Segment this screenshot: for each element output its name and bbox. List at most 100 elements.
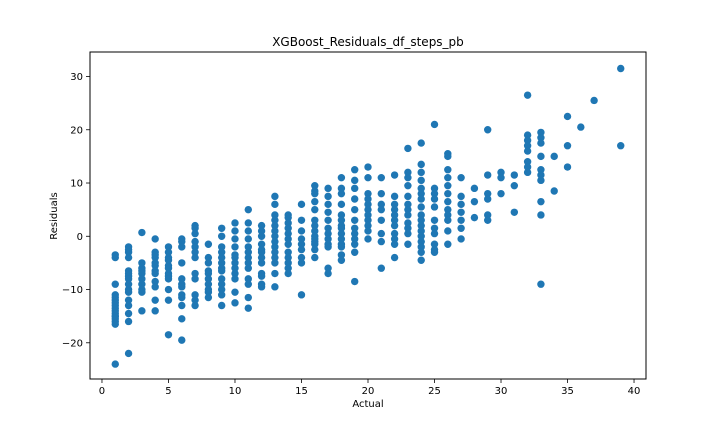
- data-point: [311, 181, 319, 190]
- data-point: [111, 251, 119, 259]
- data-point: [164, 296, 173, 304]
- data-point: [191, 291, 199, 299]
- data-point: [550, 152, 558, 161]
- data-point: [231, 219, 239, 227]
- data-point: [563, 112, 572, 121]
- data-point: [151, 269, 159, 278]
- x-tick-label: 10: [229, 386, 242, 397]
- data-point: [417, 256, 425, 264]
- data-point: [390, 192, 399, 201]
- data-point: [430, 184, 439, 193]
- data-point: [297, 253, 306, 262]
- data-point: [351, 184, 359, 193]
- data-point: [111, 280, 119, 288]
- data-point: [191, 301, 199, 310]
- data-point: [537, 152, 545, 161]
- data-point: [311, 240, 319, 248]
- data-point: [497, 189, 505, 198]
- data-point: [217, 248, 226, 256]
- x-tick-label: 20: [362, 386, 375, 397]
- data-point: [231, 299, 239, 307]
- data-point: [417, 203, 425, 211]
- data-point: [537, 211, 545, 219]
- y-tick-label: 10: [70, 179, 83, 190]
- y-axis-ticks: −20 −10 0 10 20 30: [62, 72, 90, 349]
- data-point: [364, 195, 372, 203]
- data-point: [111, 293, 119, 302]
- data-point: [257, 227, 266, 235]
- data-point: [537, 139, 545, 147]
- data-point: [390, 229, 399, 238]
- data-point: [430, 229, 439, 238]
- data-point: [124, 288, 133, 296]
- data-point: [590, 96, 598, 105]
- data-point: [244, 235, 252, 243]
- data-point: [430, 216, 439, 224]
- data-point: [178, 243, 186, 251]
- data-point: [217, 232, 226, 240]
- data-point: [364, 189, 372, 198]
- data-point: [164, 264, 173, 272]
- data-point: [444, 216, 452, 224]
- data-point: [231, 275, 239, 283]
- data-point: [231, 227, 239, 235]
- data-point: [324, 200, 332, 209]
- data-point: [244, 219, 252, 227]
- data-point: [257, 248, 266, 256]
- data-point: [271, 237, 279, 246]
- data-point: [191, 296, 199, 304]
- data-point: [244, 259, 252, 267]
- data-point: [430, 240, 439, 248]
- data-point: [390, 235, 399, 243]
- data-point: [364, 173, 372, 182]
- data-point: [484, 211, 492, 219]
- data-point: [550, 187, 558, 195]
- data-point: [178, 336, 186, 344]
- data-point: [271, 216, 279, 224]
- y-tick-label: −10: [62, 285, 83, 296]
- data-point: [257, 232, 266, 240]
- data-point: [257, 221, 266, 230]
- data-point: [404, 200, 412, 209]
- data-point: [484, 216, 492, 224]
- data-point: [337, 224, 346, 232]
- data-point: [484, 195, 492, 203]
- data-point: [271, 221, 279, 230]
- data-point: [204, 293, 213, 302]
- data-point: [510, 181, 519, 190]
- data-point: [284, 269, 292, 278]
- data-point: [404, 168, 412, 177]
- data-point: [444, 181, 452, 190]
- data-point: [138, 275, 146, 283]
- data-point: [297, 216, 306, 224]
- data-point: [470, 184, 479, 193]
- data-point: [191, 275, 199, 283]
- data-point: [351, 229, 359, 238]
- data-point: [271, 211, 279, 219]
- data-point: [444, 197, 452, 206]
- data-point: [231, 259, 239, 267]
- data-point: [311, 205, 319, 214]
- data-point: [204, 269, 213, 278]
- data-point: [244, 293, 252, 302]
- data-point: [178, 301, 186, 310]
- data-point: [284, 235, 292, 243]
- data-point: [191, 224, 199, 232]
- data-point: [217, 253, 226, 262]
- data-point: [364, 163, 372, 171]
- data-point: [244, 280, 252, 288]
- data-point: [138, 288, 146, 296]
- data-point: [324, 229, 332, 238]
- data-point: [217, 285, 226, 294]
- data-point: [390, 211, 399, 219]
- data-point: [430, 203, 439, 211]
- data-point: [364, 216, 372, 224]
- data-point: [124, 309, 133, 318]
- data-point: [284, 253, 292, 262]
- data-point: [404, 144, 412, 153]
- data-point: [297, 240, 306, 248]
- data-point: [390, 205, 399, 214]
- data-point: [271, 192, 279, 201]
- data-point: [444, 152, 452, 161]
- data-point: [231, 288, 239, 296]
